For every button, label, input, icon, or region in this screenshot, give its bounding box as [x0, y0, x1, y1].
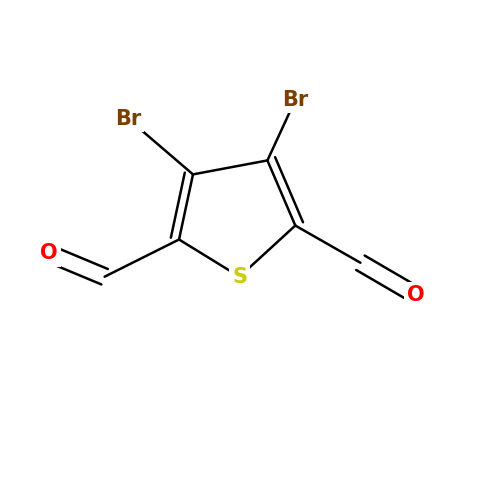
Text: Br: Br: [282, 90, 308, 110]
Text: S: S: [232, 267, 247, 287]
Text: O: O: [408, 285, 425, 305]
Text: O: O: [40, 243, 57, 263]
Text: Br: Br: [115, 109, 141, 128]
